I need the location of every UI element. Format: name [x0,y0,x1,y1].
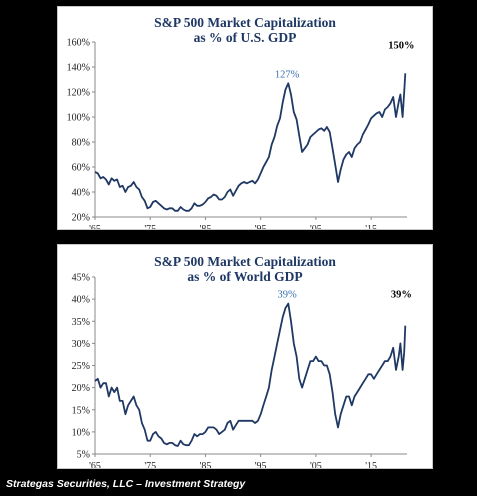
y-tick-label: 30% [72,339,90,350]
y-tick-label: 160% [67,38,90,49]
x-tick-label: '95 [255,224,267,229]
x-tick-label: '05 [310,224,322,229]
y-tick-label: 140% [67,63,90,74]
chart-title-line2: as % of U.S. GDP [193,30,297,45]
y-tick-label: 40% [72,188,90,199]
x-tick-label: '05 [310,461,322,468]
x-tick-label: '65 [89,461,101,468]
series-line [94,302,407,447]
chart-us-gdp: S&P 500 Market Capitalization as % of U.… [57,6,433,230]
y-tick-label: 40% [72,295,90,306]
y-tick-label: 10% [72,427,90,438]
x-tick-label: '75 [144,461,156,468]
y-tick-label: 20% [72,383,90,394]
source-footer: Strategas Securities, LLC – Investment S… [6,478,246,490]
y-tick-label: 80% [72,138,90,149]
y-tick-label: 20% [72,213,90,224]
x-tick-label: '15 [365,224,377,229]
y-tick-label: 120% [67,88,90,99]
y-tick-label: 60% [72,163,90,174]
chart-title: S&P 500 Market Capitalization as % of Wo… [58,254,432,284]
chart-world-gdp: S&P 500 Market Capitalization as % of Wo… [57,244,433,469]
x-tick-label: '85 [200,224,212,229]
chart-title-line2: as % of World GDP [187,269,303,284]
chart-world-gdp-plot: 5% 10% 15% 20% 25% 30% 35% 40% 45% '65 '75 '85 '95 '0… [72,273,412,469]
data-label: 150% [388,41,414,52]
x-tick-label: '75 [144,224,156,229]
x-tick-label: '85 [200,461,212,468]
chart-title-line1: S&P 500 Market Capitalization [154,15,336,30]
x-tick-label: '15 [365,461,377,468]
y-tick-label: 35% [72,317,90,328]
y-tick-label: 100% [67,113,90,124]
data-label: 127% [275,69,300,80]
chart-title-line1: S&P 500 Market Capitalization [154,254,336,269]
y-tick-label: 15% [72,405,90,416]
chart-title: S&P 500 Market Capitalization as % of U.… [58,15,432,45]
x-tick-label: '65 [89,224,101,229]
chart-us-gdp-plot: 20% 40% 60% 80% 100% 120% 140% 160% '65 '75 '85 '95… [67,38,415,230]
y-tick-label: 25% [72,361,90,372]
data-label: 39% [278,290,298,301]
data-label: 39% [391,290,412,301]
y-tick-label: 5% [77,450,90,461]
series-line [94,73,407,212]
x-tick-label: '95 [255,461,267,468]
y-tick-label: 45% [72,273,90,284]
